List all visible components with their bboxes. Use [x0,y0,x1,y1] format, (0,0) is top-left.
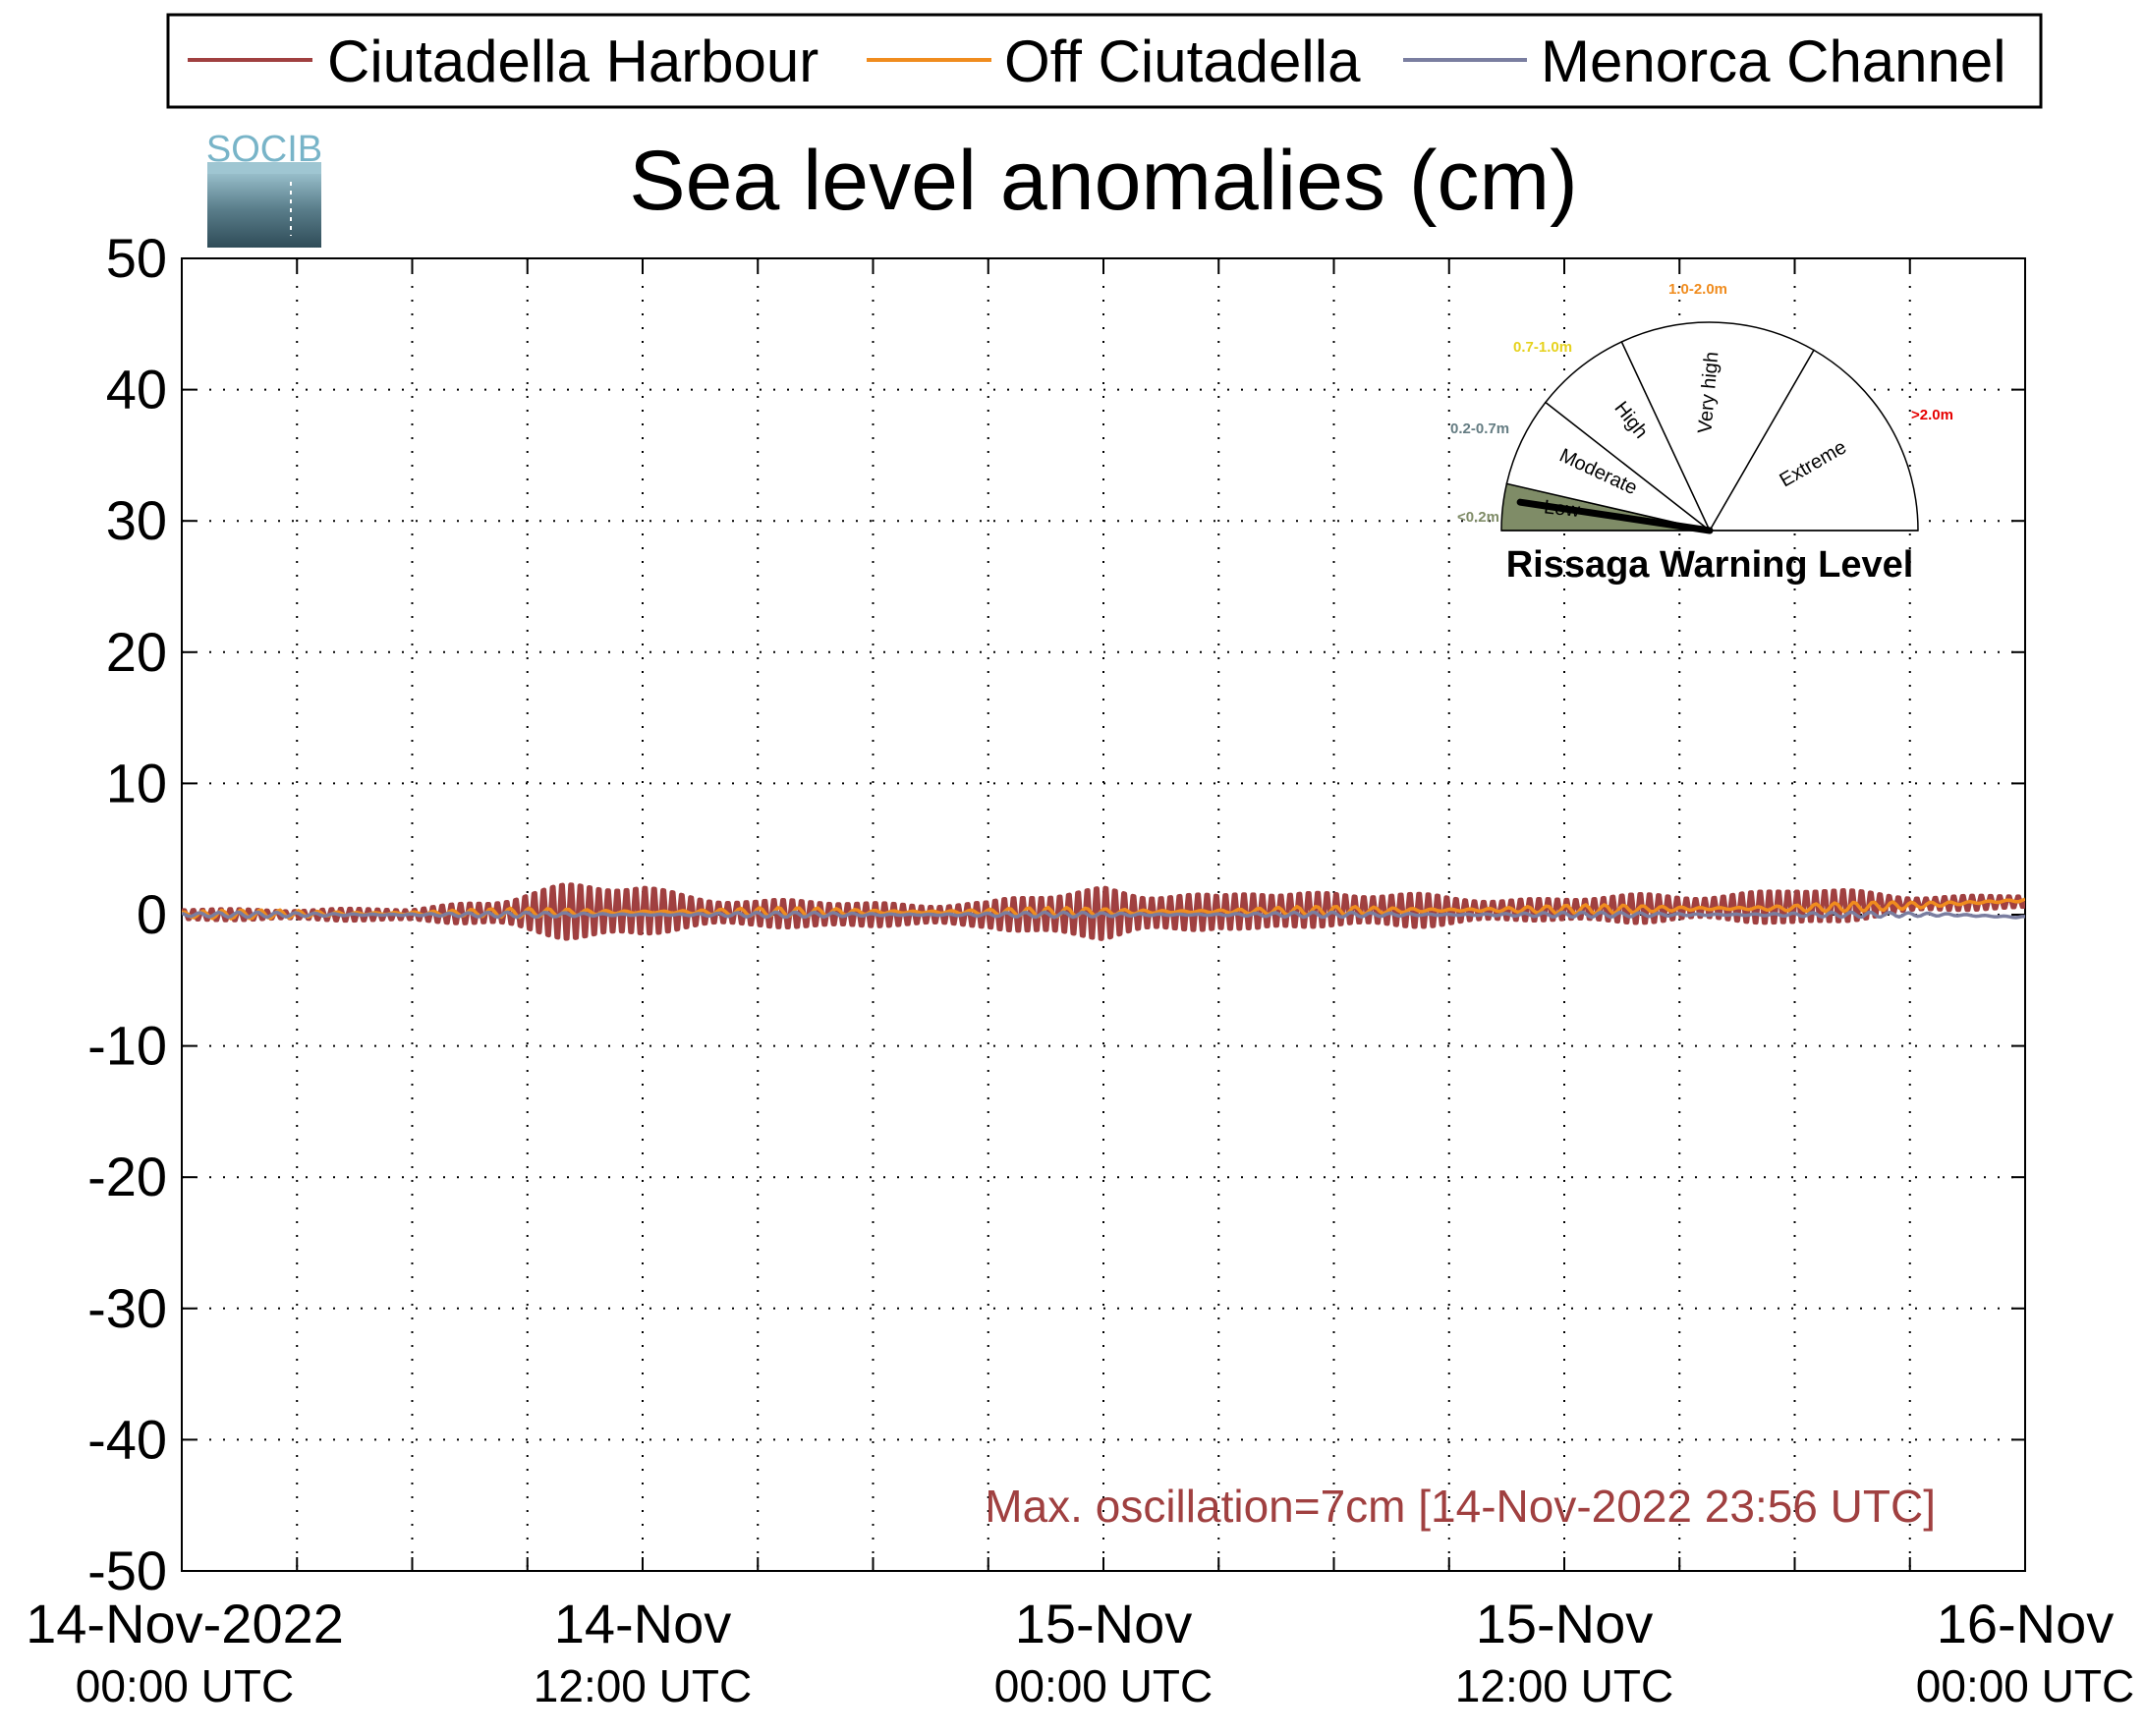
y-tick-label: 30 [106,489,167,551]
legend-box [166,13,2043,109]
series-layer [182,882,2025,941]
x-tick-label-time: 00:00 UTC [76,1660,294,1711]
x-tick-label-date: 15-Nov [1015,1593,1193,1654]
socib-logo: SOCIB [206,129,322,248]
legend: Ciutadella Harbour Off Ciutadella Menorc… [166,13,2043,109]
chart-title: Sea level anomalies (cm) [629,134,1577,228]
logo-text: SOCIB [206,129,322,170]
gauge-sector-extreme [1708,349,1919,532]
gauge-range-label: 1.0-2.0m [1668,281,1727,298]
gauge-range-label: >2.0m [1911,407,1953,423]
x-tick-label-date: 16-Nov [1937,1593,2115,1654]
x-tick-label-date: 14-Nov-2022 [26,1593,344,1654]
gauge-range-label: <0.2m [1457,509,1499,526]
y-tick-label: -10 [87,1015,167,1077]
y-tick-label: -40 [87,1408,167,1470]
x-tick-label-date: 15-Nov [1476,1593,1654,1654]
y-tick-label: -50 [87,1540,167,1601]
y-axis-labels: 50 40 30 20 10 0 -10 -20 -30 -40 -50 [87,227,167,1601]
gauge-range-label: 0.2-0.7m [1450,420,1509,437]
axis-ticks [181,257,2026,1572]
y-tick-label: 20 [106,621,167,683]
x-tick-label-date: 14-Nov [554,1593,732,1654]
y-tick-label: 10 [106,752,167,813]
y-tick-label: 40 [106,359,167,420]
x-tick-label-time: 00:00 UTC [994,1660,1213,1711]
x-tick-label-time: 12:00 UTC [534,1660,752,1711]
x-tick-label-time: 12:00 UTC [1455,1660,1673,1711]
y-tick-label: 50 [106,227,167,289]
legend-label-menorca-channel: Menorca Channel [1541,28,2006,94]
gauge-sector-very-high [1620,321,1816,532]
y-tick-label: -30 [87,1277,167,1339]
gauge-title: Rissaga Warning Level [1506,544,1914,586]
gauge-needle [1516,498,1714,534]
series-line-menorca-channel [182,910,2025,920]
y-tick-label: 0 [137,883,167,945]
series-line-off-ciutadella [182,897,2025,921]
legend-label-ciutadella-harbour: Ciutadella Harbour [327,28,818,94]
legend-label-off-ciutadella: Off Ciutadella [1004,28,1361,94]
y-tick-label: -20 [87,1146,167,1207]
x-tick-label-time: 00:00 UTC [1916,1660,2134,1711]
rissaga-warning-gauge: Rissaga Warning Level LowModerateHighVer… [1450,281,1953,586]
x-axis-labels: 14-Nov-2022 00:00 UTC 14-Nov 12:00 UTC 15-No… [26,1593,2134,1711]
gauge-sector-high [1544,340,1711,532]
gauge-range-label: 0.7-1.0m [1513,339,1572,356]
max-oscillation-annotation: Max. oscillation=7cm [14-Nov-2022 23:56 … [985,1481,1936,1532]
